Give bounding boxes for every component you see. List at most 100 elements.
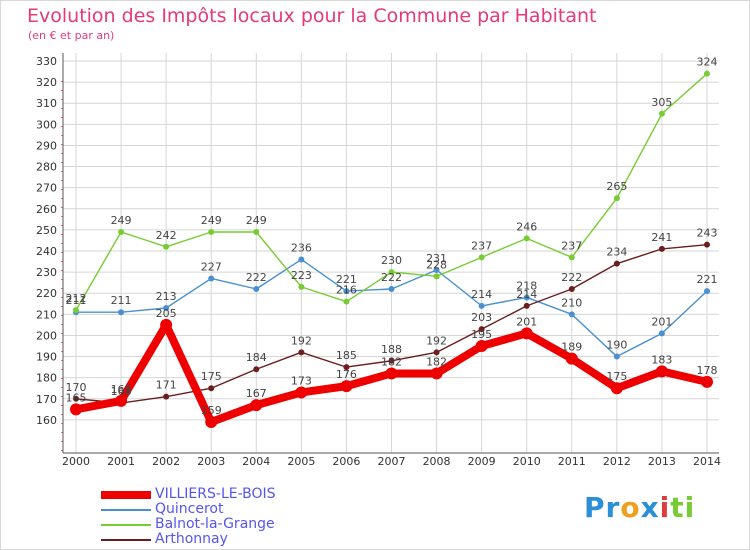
chart-legend: VILLIERS-LE-BOIS Quincerot Balnot-la-Grang…: [101, 487, 276, 547]
data-label: 201: [651, 315, 672, 328]
data-point: [385, 367, 398, 380]
legend-item: Balnot-la-Grange: [101, 517, 276, 532]
data-label: 237: [471, 239, 492, 252]
data-point: [160, 318, 173, 331]
data-label: 210: [561, 296, 582, 309]
data-point: [163, 305, 170, 311]
data-label: 169: [111, 383, 132, 396]
data-label: 176: [336, 368, 357, 381]
y-tick-label: 280: [36, 161, 57, 174]
data-point: [118, 309, 125, 316]
data-point: [613, 195, 620, 202]
legend-item: Arthonnay: [101, 532, 276, 547]
y-tick-label: 310: [36, 97, 57, 110]
data-point: [70, 403, 82, 416]
data-point: [118, 229, 125, 235]
data-label: 241: [651, 231, 672, 244]
x-tick-label: 2006: [332, 455, 360, 468]
data-point: [298, 283, 305, 290]
data-label: 249: [246, 214, 267, 227]
data-label: 236: [291, 241, 312, 254]
y-tick-label: 200: [36, 329, 57, 342]
data-label: 173: [291, 374, 312, 387]
data-label: 218: [516, 279, 537, 292]
data-label: 305: [651, 96, 672, 109]
data-label: 221: [336, 273, 357, 286]
x-tick-label: 2012: [603, 455, 631, 468]
x-tick-label: 2005: [287, 455, 315, 468]
data-point: [253, 366, 260, 373]
legend-swatch: [101, 490, 151, 499]
data-label: 216: [336, 284, 357, 297]
data-point: [298, 256, 305, 263]
data-point: [658, 245, 665, 252]
data-point: [433, 349, 440, 356]
data-label: 214: [471, 288, 492, 301]
data-point: [523, 235, 530, 242]
data-label: 223: [291, 269, 312, 282]
y-tick-label: 290: [36, 139, 57, 152]
chart-subtitle: (en € et par an): [28, 29, 115, 42]
y-tick-label: 170: [36, 393, 57, 406]
y-tick-label: 220: [36, 287, 57, 300]
data-point: [115, 394, 128, 407]
x-tick-label: 2004: [242, 455, 270, 468]
data-point: [613, 353, 620, 360]
data-label: 192: [426, 334, 447, 347]
data-point: [520, 327, 533, 340]
x-tick-label: 2003: [197, 455, 225, 468]
x-tick-label: 2010: [513, 455, 541, 468]
data-label: 211: [66, 294, 87, 307]
data-point: [701, 375, 713, 388]
data-label: 170: [66, 381, 87, 394]
data-point: [523, 302, 530, 309]
data-point: [250, 399, 263, 412]
y-tick-label: 180: [36, 372, 57, 385]
data-label: 221: [697, 273, 718, 286]
x-tick-label: 2009: [468, 455, 496, 468]
x-tick-label: 2007: [378, 455, 406, 468]
data-label: 222: [246, 271, 267, 284]
data-point: [430, 367, 443, 380]
data-label: 182: [381, 355, 402, 368]
data-label: 227: [201, 260, 222, 273]
data-point: [208, 385, 215, 392]
data-label: 211: [111, 294, 132, 307]
legend-swatch: [101, 508, 151, 511]
data-label: 222: [561, 271, 582, 284]
data-label: 203: [471, 311, 492, 324]
data-point: [163, 393, 170, 400]
data-point: [478, 326, 485, 333]
data-point: [568, 254, 575, 261]
logo-letter: i: [684, 491, 696, 524]
data-label: 171: [156, 379, 177, 392]
data-point: [568, 311, 575, 318]
data-point: [388, 286, 395, 292]
data-point: [658, 330, 665, 337]
x-tick-label: 2013: [648, 455, 676, 468]
data-label: 265: [606, 180, 627, 193]
data-point: [208, 229, 215, 235]
data-point: [613, 260, 620, 267]
y-tick-label: 330: [36, 55, 57, 68]
data-label: 182: [426, 355, 447, 368]
data-label: 242: [156, 229, 177, 242]
y-tick-label: 320: [36, 76, 57, 89]
data-point: [475, 340, 488, 352]
y-tick-label: 210: [36, 308, 57, 321]
logo-letter: r: [605, 491, 621, 524]
data-point: [163, 243, 170, 250]
data-label: 214: [516, 288, 537, 301]
data-label: 159: [201, 404, 222, 417]
data-label: 234: [606, 246, 627, 259]
data-label: 190: [606, 339, 627, 352]
data-label: 165: [66, 391, 87, 404]
legend-swatch: [101, 523, 151, 526]
data-point: [73, 395, 79, 402]
legend-item: Quincerot: [101, 502, 276, 517]
data-point: [343, 288, 350, 295]
data-point: [388, 357, 395, 364]
logo-letter: x: [640, 491, 660, 524]
